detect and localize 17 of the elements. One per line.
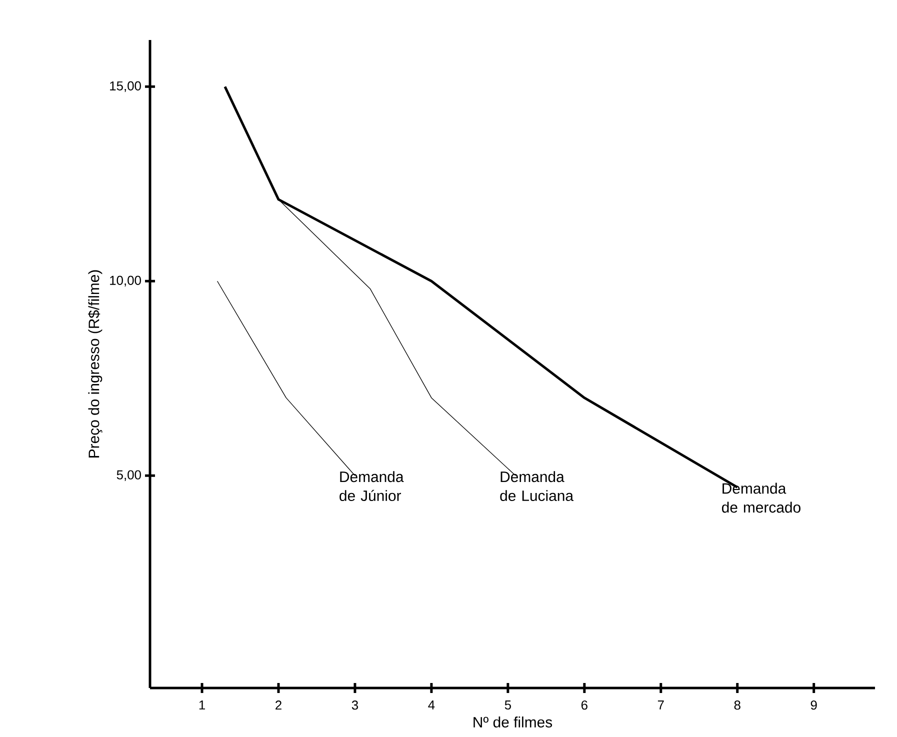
x-axis-title: Nº de filmes bbox=[474, 716, 552, 728]
y-tick-label: 10,00 bbox=[110, 276, 141, 286]
x-tick-label: 9 bbox=[810, 700, 817, 710]
series-label: Demanda de Luciana bbox=[500, 471, 574, 502]
x-tick-label: 7 bbox=[658, 700, 664, 710]
x-tick-label: 1 bbox=[199, 700, 205, 710]
y-tick-label: 15,00 bbox=[110, 81, 141, 92]
x-tick-label: 6 bbox=[581, 700, 588, 710]
x-tick-label: 3 bbox=[352, 700, 358, 710]
x-tick-label: 2 bbox=[276, 700, 282, 710]
x-tick-label: 5 bbox=[504, 700, 511, 710]
series-label: Demanda de Júnior bbox=[340, 471, 404, 502]
series-label: Demanda de mercado bbox=[722, 482, 800, 513]
y-tick-label: 5,00 bbox=[116, 470, 141, 481]
x-tick-label: 8 bbox=[734, 700, 740, 710]
y-axis-title: Preço do ingresso (R$/filme) bbox=[88, 270, 102, 458]
x-tick-label: 4 bbox=[428, 700, 435, 710]
